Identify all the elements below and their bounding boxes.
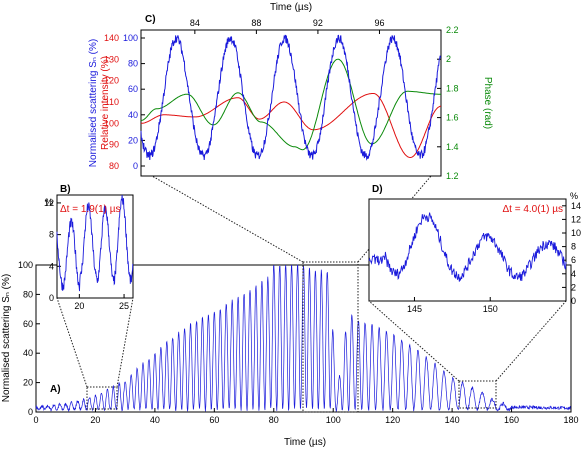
panel-d-y-ticks: 0 2 4 6 8 10 12 14	[562, 201, 581, 306]
panel-c-y-tick-blue-label: 20	[128, 135, 138, 145]
panel-d-frame	[368, 198, 567, 302]
panel-a-y-tick-label: 40	[23, 348, 33, 358]
panel-d-y-tick-label: 2	[571, 282, 576, 292]
panel-b-y-tick-label: 0	[49, 293, 54, 303]
panel-c-y-tick-right-label: 1.2	[446, 171, 459, 181]
panel-d-x-ticks: 145 150	[407, 297, 498, 314]
panel-d: 145 150 0 2 4 6 8 10 12 14 D) % Δt = 4.0(1) µs	[368, 184, 581, 314]
panel-c-blue-series	[140, 34, 441, 161]
panel-b-y-tick-label: 12	[44, 198, 54, 208]
panel-c-ylabel-right: Phase (rad)	[482, 77, 493, 129]
connector-b-right	[116, 297, 134, 388]
panel-c-red-series	[141, 93, 441, 159]
zoom-box-d	[458, 380, 497, 409]
panel-c-y-tick-red-label: 120	[104, 76, 119, 86]
panel-d-y-tick-label: 14	[571, 201, 581, 211]
panel-c-y-tick-right-label: 2.2	[446, 25, 459, 35]
panel-a-y-tick-label: 80	[23, 289, 33, 299]
panel-c: 84 88 92 96 0 20 40 60 80 100 80 90 100 110 120 130 140…	[88, 2, 493, 181]
zoom-box-c	[302, 261, 359, 413]
panel-c-x-ticks: 84 88 92 96	[190, 18, 384, 34]
panel-a-x-tick-label: 120	[385, 415, 400, 425]
panel-a-x-tick-label: 60	[209, 415, 219, 425]
panel-c-y-tick-red-label: 90	[109, 140, 119, 150]
panel-a-x-tick-label: 160	[504, 415, 519, 425]
connector-d-left	[368, 300, 460, 382]
panel-c-green-series	[140, 58, 441, 151]
panel-d-x-tick-label: 150	[483, 304, 498, 314]
panel-d-y-tick-label: 8	[571, 242, 576, 252]
panel-a-x-tick-label: 0	[33, 415, 38, 425]
panel-c-ylabel-red: Relative intensity (%)	[100, 56, 111, 150]
panel-c-y-tick-blue-label: 60	[128, 84, 138, 94]
panel-c-y-tick-red-label: 100	[104, 118, 119, 128]
panel-a-x-ticks: 0 20 40 60 80 100 120 140 160 180	[33, 408, 579, 425]
panel-d-annotation: Δt = 4.0(1) µs	[502, 204, 563, 215]
panel-d-label: D)	[372, 184, 383, 195]
panel-b-label: B)	[60, 184, 71, 195]
panel-a-series-line	[35, 264, 571, 413]
panel-b-y-ticks: 0 4 8 12	[44, 198, 61, 303]
panel-d-x-tick-label: 145	[407, 304, 422, 314]
panel-a-x-tick-label: 40	[150, 415, 160, 425]
panel-b-y-tick-label: 8	[49, 230, 54, 240]
panel-c-y-tick-red-label: 130	[104, 54, 119, 64]
panel-d-y-tick-label: 4	[571, 269, 576, 279]
panel-c-xlabel: Time (µs)	[270, 2, 312, 13]
panel-c-y-tick-right-label: 1.4	[446, 142, 459, 152]
panel-c-y-tick-blue-label: 80	[128, 59, 138, 69]
panel-a-y-tick-label: 20	[23, 378, 33, 388]
panel-c-y-tick-red-label: 110	[105, 97, 119, 107]
panel-d-series-line	[368, 212, 567, 282]
panel-c-y-tick-blue-label: 0	[133, 161, 138, 171]
panel-a-ylabel: Normalised scattering Sₙ (%)	[1, 274, 12, 402]
panel-c-x-tick-label: 96	[374, 18, 384, 28]
panel-a-y-tick-label: 0	[28, 407, 33, 417]
panel-a-label: A)	[50, 384, 61, 395]
zoom-box-b	[86, 386, 118, 410]
panel-a-y-ticks: 0 20 40 60 80 100	[18, 260, 40, 417]
connector-c-left	[151, 175, 304, 263]
panel-c-x-tick-label: 88	[251, 18, 261, 28]
panel-c-y-tick-right-label: 1.6	[446, 113, 459, 123]
panel-c-y-tick-blue-label: 100	[123, 33, 138, 43]
panel-b-x-ticks: 20 25	[74, 294, 129, 311]
panel-a-y-tick-label: 60	[23, 319, 33, 329]
panel-a-xlabel: Time (µs)	[284, 437, 326, 448]
panel-b-series-line	[56, 194, 134, 292]
panel-c-y-tick-red-label: 140	[104, 33, 119, 43]
panel-c-y-tick-blue-label: 40	[128, 110, 138, 120]
panel-c-label: C)	[145, 14, 156, 25]
panel-d-y-tick-label: 0	[571, 296, 576, 306]
panel-a-x-tick-label: 20	[90, 415, 100, 425]
panel-b-frame	[56, 194, 134, 299]
panel-a-y-tick-label: 100	[18, 260, 33, 270]
panel-c-ylabel-blue: Normalised scattering Sₙ (%)	[88, 39, 99, 167]
panel-c-x-tick-label: 84	[190, 18, 200, 28]
panel-d-y-tick-label: 6	[571, 255, 576, 265]
panel-a-x-tick-label: 180	[563, 415, 578, 425]
panel-d-yunit: %	[570, 191, 578, 201]
panel-a-x-tick-label: 140	[445, 415, 460, 425]
panel-a-x-tick-label: 100	[326, 415, 341, 425]
panel-c-y-tick-right-label: 1.8	[446, 83, 459, 93]
panel-b-yunit: %	[45, 197, 53, 207]
panel-b-x-tick-label: 20	[74, 301, 84, 311]
panel-c-x-tick-label: 92	[313, 18, 323, 28]
panel-c-y-tick-right-label: 2	[446, 54, 451, 64]
panel-c-y-tick-red-label: 80	[109, 161, 119, 171]
panel-c-y-ticks: 0 20 40 60 80 100 80 90 100 110 120 130 140 1.2 1.4 1.6…	[104, 25, 459, 181]
panel-a-x-tick-label: 80	[269, 415, 279, 425]
connector-d-right	[495, 300, 567, 382]
panel-d-y-tick-label: 10	[571, 228, 581, 238]
panel-b-x-tick-label: 25	[119, 301, 129, 311]
connector-b-left	[56, 297, 88, 388]
panel-b-y-tick-label: 4	[49, 261, 54, 271]
panel-d-y-tick-label: 12	[571, 214, 581, 224]
panel-b-annotation: Δt = 1.9(1) µs	[60, 204, 121, 215]
